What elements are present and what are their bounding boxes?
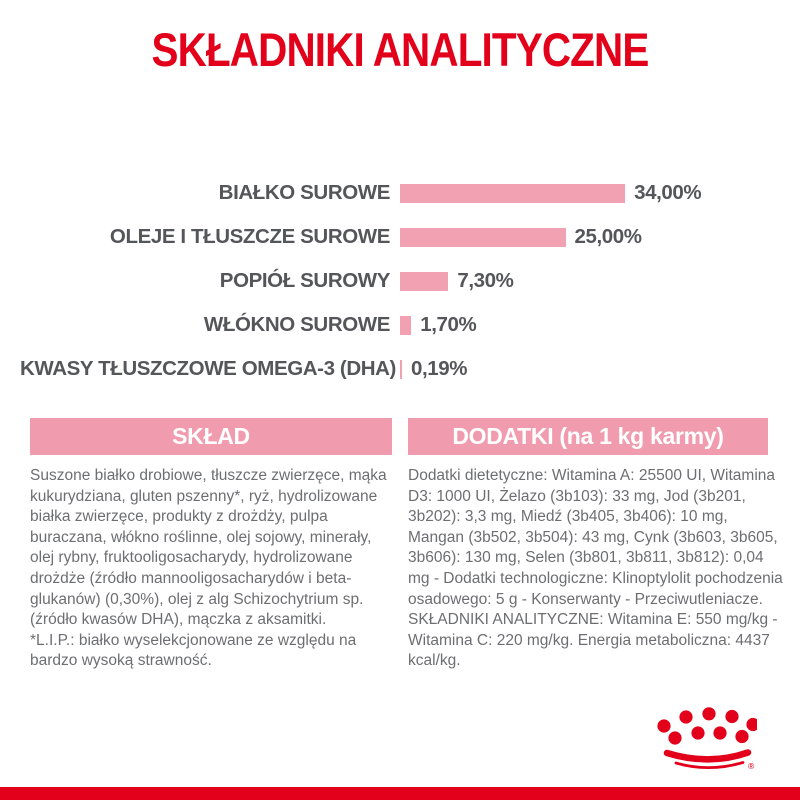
- sklad-ingredients-text: Suszone białko drobiowe, tłuszcze zwierz…: [30, 467, 387, 629]
- chart-row: KWASY TŁUSZCZOWE OMEGA-3 (DHA) 0,19%: [20, 347, 790, 391]
- crown-base-arc-thick: [663, 749, 752, 763]
- crown-base-arc-thin: [674, 761, 745, 769]
- chart-bar-value: 25,00%: [574, 225, 643, 248]
- dodatki-analytical-text: SKŁADNIKI ANALITYCZNE: Witamina E: 550 m…: [408, 611, 778, 670]
- chart-bar: [400, 359, 402, 379]
- chart-row: WŁÓKNO SUROWE 1,70%: [20, 303, 790, 347]
- crown-dots: [657, 707, 757, 745]
- dodatki-additives-text: Dodatki dietetyczne: Witamina A: 25500 U…: [408, 467, 783, 608]
- chart-row: OLEJE I TŁUSZCZE SUROWE 25,00%: [20, 215, 790, 259]
- page-title: SKŁADNIKI ANALITYCZNE: [151, 23, 650, 76]
- chart-bar-value: 34,00%: [634, 181, 702, 204]
- sklad-section-header: SKŁAD: [30, 418, 392, 455]
- sklad-lip-note: *L.I.P.: białko wyselekcjonowane ze wzgl…: [30, 631, 357, 670]
- chart-row: BIAŁKO SUROWE 34,00%: [20, 171, 790, 215]
- chart-bar-label: OLEJE I TŁUSZCZE SUROWE: [109, 225, 390, 248]
- chart-bar: [400, 183, 626, 203]
- sklad-header-label: SKŁAD: [172, 423, 250, 449]
- chart-bar-label: KWASY TŁUSZCZOWE OMEGA-3 (DHA): [20, 357, 396, 380]
- chart-row: POPIÓŁ SUROWY 7,30%: [20, 259, 790, 303]
- analytical-constituents-bar-chart: BIAŁKO SUROWE 34,00% OLEJE I TŁUSZCZE SURO…: [20, 171, 790, 391]
- dodatki-section-header: DODATKI (na 1 kg karmy): [408, 418, 768, 455]
- chart-bar-value: 7,30%: [457, 269, 514, 292]
- chart-bar: [400, 271, 449, 291]
- chart-bar-label: POPIÓŁ SUROWY: [219, 269, 391, 292]
- dodatki-section-body: Dodatki dietetyczne: Witamina A: 25500 U…: [408, 466, 784, 672]
- chart-bar-value: 0,19%: [411, 357, 468, 380]
- chart-bar-label: BIAŁKO SUROWE: [218, 181, 391, 204]
- chart-bar: [400, 227, 566, 247]
- dodatki-header-label: DODATKI (na 1 kg karmy): [452, 423, 724, 449]
- sklad-section-body: Suszone białko drobiowe, tłuszcze zwierz…: [30, 466, 396, 672]
- chart-bar-value: 1,70%: [420, 313, 477, 336]
- chart-bar: [400, 315, 412, 335]
- registered-trademark-icon: ®: [748, 761, 755, 771]
- royal-canin-crown-logo: ®: [657, 707, 757, 771]
- chart-bar-label: WŁÓKNO SUROWE: [203, 313, 391, 336]
- bottom-red-bar: [0, 787, 800, 800]
